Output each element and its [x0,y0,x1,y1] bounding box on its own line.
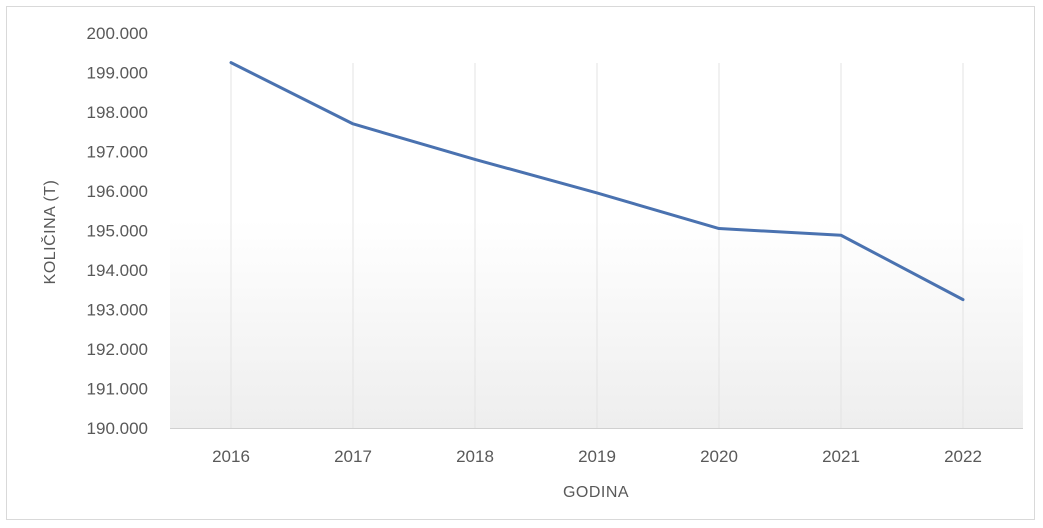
y-tick-label-9: 199.000 [87,64,148,83]
series-group [229,61,965,302]
y-tick-label-8: 198.000 [87,103,148,122]
y-tick-label-10: 200.000 [87,24,148,43]
y-tick-label-1: 191.000 [87,380,148,399]
x-tick-label-2021: 2021 [822,447,860,466]
x-tick-label-2019: 2019 [578,447,616,466]
y-tick-label-0: 190.000 [87,419,148,438]
x-tick-label-2016: 2016 [212,447,250,466]
y-axis-title: KOLIČINA (T) [40,180,59,285]
y-tick-label-2: 192.000 [87,340,148,359]
y-tick-label-4: 194.000 [87,261,148,280]
y-tick-label-6: 196.000 [87,182,148,201]
x-tick-label-2017: 2017 [334,447,372,466]
y-tick-label-3: 193.000 [87,301,148,320]
x-axis-title: GODINA [563,484,629,501]
x-axis: 2016 2017 2018 2019 2020 2021 2022 [170,428,1023,466]
y-axis: 190.000 191.000 192.000 193.000 194.000 195.0… [87,24,148,438]
y-tick-label-7: 197.000 [87,143,148,162]
y-tick-label-5: 195.000 [87,222,148,241]
x-tick-label-2020: 2020 [700,447,738,466]
x-tick-label-2022: 2022 [944,447,982,466]
x-tick-label-2018: 2018 [456,447,494,466]
